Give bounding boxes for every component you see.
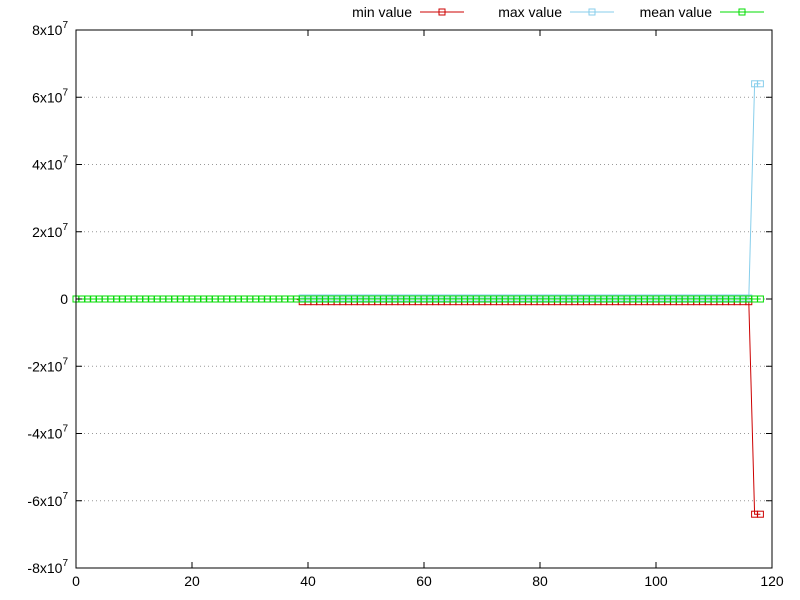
legend-swatch-marker bbox=[588, 8, 596, 16]
y-tick-label-exponent: 7 bbox=[62, 87, 68, 98]
y-tick-label: -2x107 bbox=[27, 356, 68, 374]
y-tick-label-base: 6x10 bbox=[32, 89, 63, 105]
x-tick-label: 120 bbox=[760, 573, 784, 589]
x-tick-label: 20 bbox=[184, 573, 200, 589]
y-tick-label: 4x107 bbox=[32, 155, 68, 173]
data-point bbox=[756, 510, 764, 518]
y-tick-label: -8x107 bbox=[27, 558, 68, 576]
y-tick-label-base: 0 bbox=[60, 291, 68, 307]
legend-label: min value bbox=[352, 4, 412, 20]
y-tick-label-base: 2x10 bbox=[32, 224, 63, 240]
y-tick-label: -4x107 bbox=[27, 424, 68, 442]
legend-item: max value bbox=[498, 4, 614, 20]
y-tick-label-exponent: 7 bbox=[62, 155, 68, 166]
series-mean-value bbox=[72, 295, 764, 303]
y-tick-label: 6x107 bbox=[32, 87, 68, 105]
legend-swatch-marker bbox=[738, 8, 746, 16]
y-tick-label-exponent: 7 bbox=[62, 558, 68, 569]
y-tick-label-exponent: 7 bbox=[62, 20, 68, 31]
y-tick-label-base: 8x10 bbox=[32, 22, 63, 38]
y-tick-label: 0 bbox=[60, 291, 68, 307]
x-tick-label: 60 bbox=[416, 573, 432, 589]
data-point bbox=[756, 295, 764, 303]
y-tick-label-exponent: 7 bbox=[62, 424, 68, 435]
y-tick-label-exponent: 7 bbox=[62, 491, 68, 502]
series-layer bbox=[72, 80, 764, 518]
x-tick-label: 0 bbox=[72, 573, 80, 589]
x-tick-label: 100 bbox=[644, 573, 668, 589]
y-tick-label-exponent: 7 bbox=[62, 222, 68, 233]
y-tick-label-exponent: 7 bbox=[62, 356, 68, 367]
y-tick-label-base: 4x10 bbox=[32, 157, 63, 173]
x-tick-label: 80 bbox=[532, 573, 548, 589]
legend-item: mean value bbox=[640, 4, 764, 20]
y-tick-label: 8x107 bbox=[32, 20, 68, 38]
x-tick-label: 40 bbox=[300, 573, 316, 589]
legend: min value max value mean value bbox=[352, 4, 764, 20]
data-point bbox=[756, 80, 764, 88]
y-tick-label-base: -6x10 bbox=[27, 493, 62, 509]
legend-item: min value bbox=[352, 4, 464, 20]
legend-label: mean value bbox=[640, 4, 713, 20]
y-tick-label-base: -8x10 bbox=[27, 560, 62, 576]
legend-swatch-marker bbox=[438, 8, 446, 16]
legend-label: max value bbox=[498, 4, 562, 20]
y-tick-label-base: -2x10 bbox=[27, 358, 62, 374]
axis-ticks: 8x1076x1074x1072x1070-2x107-4x107-6x107-… bbox=[27, 20, 783, 589]
y-tick-label: 2x107 bbox=[32, 222, 68, 240]
y-tick-label-base: -4x10 bbox=[27, 426, 62, 442]
y-tick-label: -6x107 bbox=[27, 491, 68, 509]
